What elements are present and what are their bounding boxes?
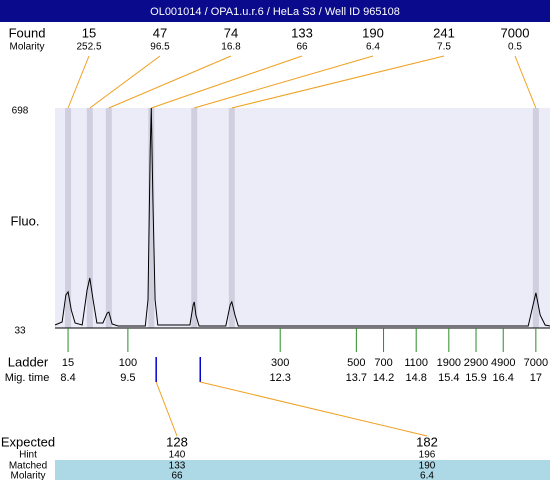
expected-molarity-label: Molarity: [10, 471, 45, 480]
peak-band: [148, 108, 155, 328]
ladder-time: 8.4: [60, 372, 75, 384]
peak-connector: [514, 55, 537, 109]
expected-hint: 196: [419, 450, 436, 461]
ladder-size: 300: [271, 357, 289, 369]
expected-molarity: 6.4: [420, 471, 434, 480]
ladder-size: 15: [62, 357, 74, 369]
ladder-time: 15.4: [438, 372, 459, 384]
found-size: 133: [291, 25, 313, 40]
found-size: 47: [153, 25, 167, 40]
peak-connector: [108, 55, 232, 109]
peak-band: [65, 108, 72, 328]
ladder-size: 100: [119, 357, 137, 369]
found-size: 7000: [501, 25, 530, 40]
ladder-size: 700: [374, 357, 392, 369]
title: OL001014 / OPA1.u.r.6 / HeLa S3 / Well I…: [150, 6, 400, 18]
peak-connector: [194, 55, 374, 109]
matched-band: [55, 460, 550, 480]
expected-connector: [200, 381, 428, 437]
expected-matched: 133: [169, 461, 186, 472]
expected-matched: 190: [419, 461, 436, 472]
found-size: 74: [224, 25, 238, 40]
plot-area: [55, 108, 550, 328]
expected-size: 182: [416, 434, 438, 449]
peak-connector: [231, 55, 445, 109]
peak-connector: [89, 55, 161, 109]
mig-time-label: Mig. time: [5, 372, 50, 384]
found-molarity-label: Molarity: [9, 42, 44, 53]
ladder-size: 4900: [491, 357, 515, 369]
peak-connector: [67, 55, 90, 109]
trace: [54, 107, 550, 327]
ladder-size: 7000: [524, 357, 548, 369]
found-label: Found: [9, 25, 46, 40]
expected-hint: 140: [169, 450, 186, 461]
y-tick-label: 33: [14, 326, 26, 337]
ladder-time: 9.5: [120, 372, 135, 384]
ladder-time: 14.2: [373, 372, 394, 384]
peak-band: [532, 108, 539, 328]
ladder-label: Ladder: [8, 354, 49, 369]
found-molarity: 96.5: [150, 42, 170, 53]
ladder-size: 1900: [437, 357, 461, 369]
found-molarity: 66: [296, 42, 308, 53]
hint-label: Hint: [19, 450, 37, 461]
found-size: 241: [433, 25, 455, 40]
ladder-size: 1100: [404, 357, 428, 369]
expected-size: 128: [166, 434, 188, 449]
found-molarity: 7.5: [437, 42, 451, 53]
peak-band: [228, 108, 235, 328]
found-molarity: 6.4: [366, 42, 380, 53]
ladder-time: 17: [530, 372, 542, 384]
matched-label: Matched: [9, 461, 47, 472]
found-molarity: 252.5: [76, 42, 101, 53]
title-bar: [0, 0, 550, 22]
expected-label: Expected: [1, 434, 55, 449]
ladder-time: 13.7: [346, 372, 367, 384]
peak-band: [191, 108, 198, 328]
y-tick-label: 698: [12, 106, 29, 117]
peak-connector: [151, 55, 303, 109]
expected-connector: [155, 381, 178, 437]
ladder-time: 15.9: [465, 372, 486, 384]
peak-band: [105, 108, 112, 328]
ladder-time: 16.4: [493, 372, 514, 384]
ladder-size: 2900: [464, 357, 488, 369]
found-size: 190: [362, 25, 384, 40]
ladder-time: 12.3: [269, 372, 290, 384]
ladder-time: 14.8: [405, 372, 426, 384]
found-size: 15: [82, 25, 96, 40]
found-molarity: 16.8: [221, 42, 241, 53]
expected-molarity: 66: [171, 471, 183, 480]
y-axis-label: Fluo.: [11, 213, 40, 228]
found-molarity: 0.5: [508, 42, 522, 53]
peak-band: [86, 108, 93, 328]
ladder-size: 500: [347, 357, 365, 369]
